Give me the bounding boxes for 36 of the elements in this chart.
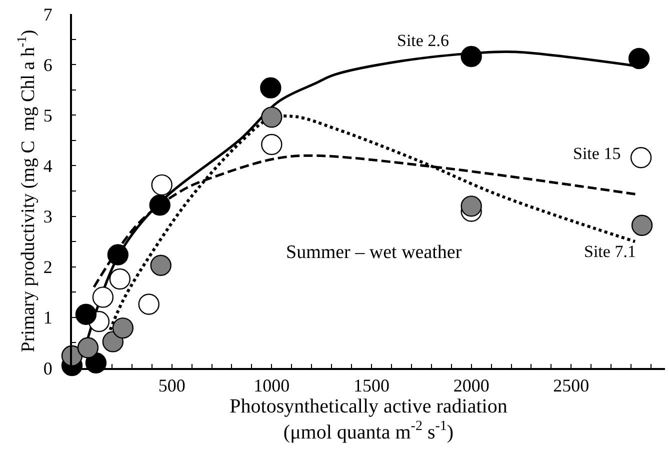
y-tick-label: 4: [43, 156, 52, 176]
x-tick-label: 1500: [353, 376, 390, 396]
y-tick-label: 7: [43, 4, 52, 24]
point: [261, 106, 282, 128]
y-tick-label: 5: [43, 105, 52, 126]
y-tick-label: 1: [43, 308, 52, 328]
point: [460, 196, 482, 217]
point: [631, 214, 653, 236]
point: [628, 48, 650, 70]
y-tick-label: 0: [43, 358, 52, 378]
point: [92, 286, 114, 308]
point: [107, 244, 129, 266]
point: [261, 134, 282, 156]
point: [630, 147, 652, 168]
x-axis-title: Photosynthetically active radiation (μmol quanta m$^{-2}$ s$^{-1}$): [230, 396, 508, 444]
series-label: Site 7.1: [584, 242, 636, 261]
annotation: Summer – wet weather: [286, 242, 462, 263]
x-tick-label: 2500: [553, 376, 590, 396]
series-label: Site 15: [573, 144, 621, 163]
x-tick-label: 1000: [254, 376, 290, 396]
x-tick-label: 500: [158, 376, 186, 396]
point: [149, 194, 170, 216]
y-tick-label: 6: [43, 54, 52, 75]
point: [138, 294, 160, 315]
x-tick-label: 2000: [453, 376, 490, 396]
point: [260, 77, 282, 98]
y-tick-label: 3: [43, 206, 52, 227]
point: [75, 304, 97, 325]
point: [109, 268, 131, 290]
point: [150, 254, 172, 276]
point: [77, 337, 99, 358]
y-tick-label: 2: [43, 257, 52, 278]
point: [112, 317, 134, 339]
series-label: Site 2.6: [397, 31, 449, 50]
point: [460, 46, 482, 68]
point: [151, 174, 172, 196]
